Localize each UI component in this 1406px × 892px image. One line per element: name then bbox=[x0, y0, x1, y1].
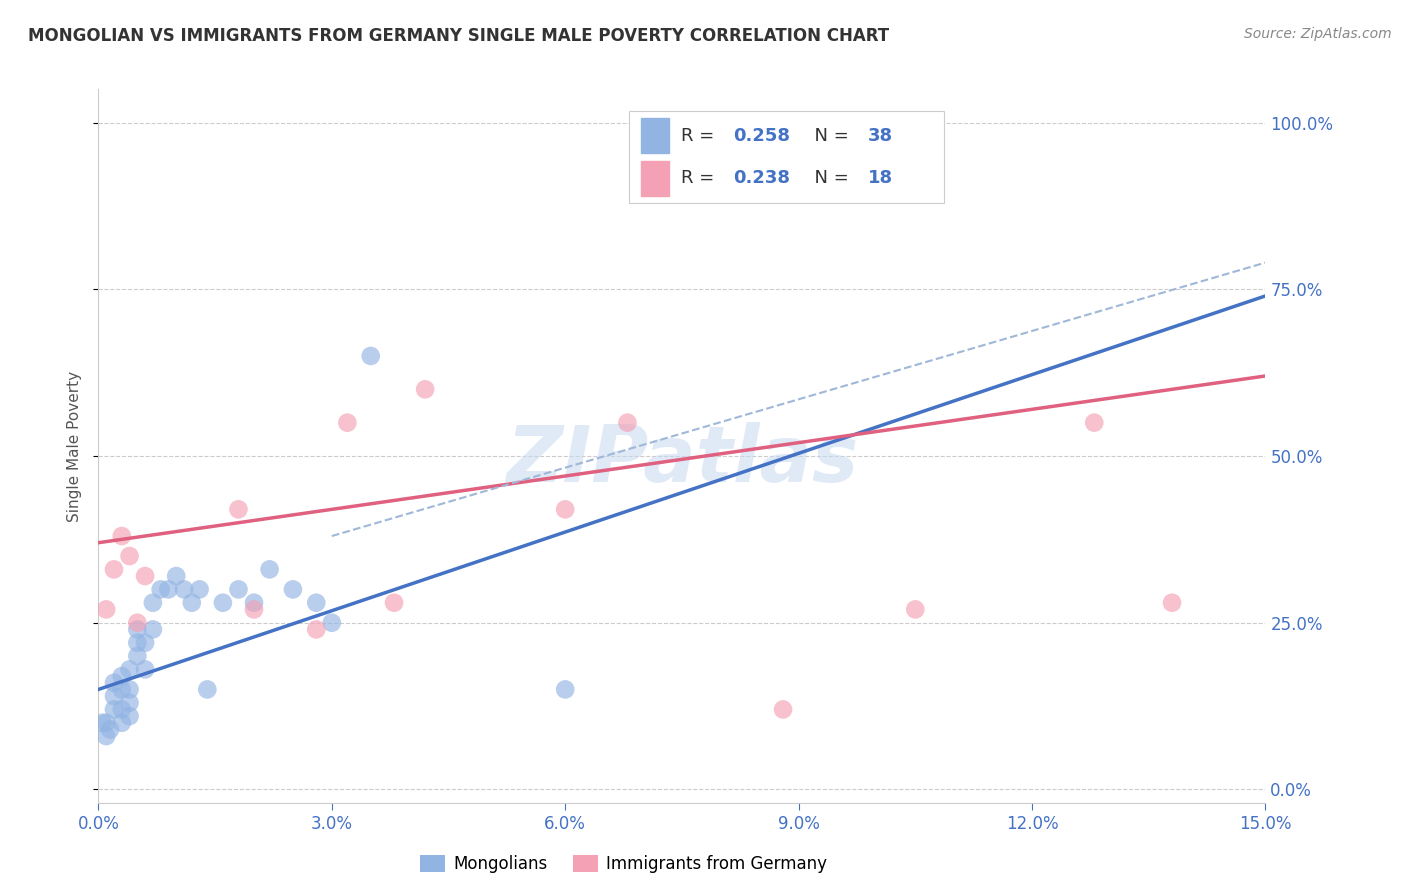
Point bbox=[195, 682, 218, 697]
Point bbox=[118, 696, 141, 710]
Point bbox=[228, 502, 250, 516]
Point bbox=[111, 702, 134, 716]
Point bbox=[134, 662, 156, 676]
Point bbox=[173, 582, 195, 597]
Text: 0.238: 0.238 bbox=[734, 169, 790, 187]
Text: R =: R = bbox=[681, 169, 720, 187]
Point bbox=[111, 669, 134, 683]
Text: N =: N = bbox=[803, 169, 855, 187]
Y-axis label: Single Male Poverty: Single Male Poverty bbox=[67, 370, 83, 522]
Point bbox=[228, 582, 250, 597]
Point bbox=[149, 582, 172, 597]
Point bbox=[360, 349, 382, 363]
Point bbox=[243, 596, 266, 610]
Point bbox=[111, 715, 134, 730]
Point bbox=[127, 649, 149, 664]
Point bbox=[305, 623, 328, 637]
Point bbox=[118, 682, 141, 697]
Point bbox=[336, 416, 359, 430]
Point bbox=[96, 602, 118, 616]
Text: R =: R = bbox=[681, 127, 720, 145]
Point bbox=[382, 596, 405, 610]
Point bbox=[91, 715, 114, 730]
Point bbox=[554, 682, 576, 697]
Point bbox=[321, 615, 343, 630]
Text: ZIPatlas: ZIPatlas bbox=[506, 422, 858, 499]
Point bbox=[1083, 416, 1105, 430]
Text: Source: ZipAtlas.com: Source: ZipAtlas.com bbox=[1244, 27, 1392, 41]
Text: 38: 38 bbox=[868, 127, 893, 145]
Point bbox=[772, 702, 794, 716]
Point bbox=[103, 675, 125, 690]
Point bbox=[157, 582, 180, 597]
FancyBboxPatch shape bbox=[630, 111, 945, 203]
Point bbox=[616, 416, 638, 430]
Point bbox=[111, 682, 134, 697]
Point bbox=[96, 729, 118, 743]
Point bbox=[103, 562, 125, 576]
Point bbox=[554, 502, 576, 516]
Point bbox=[165, 569, 187, 583]
Point bbox=[103, 689, 125, 703]
Point bbox=[96, 715, 118, 730]
Point bbox=[103, 702, 125, 716]
Point bbox=[134, 569, 156, 583]
Point bbox=[142, 623, 165, 637]
Point bbox=[180, 596, 202, 610]
Text: 18: 18 bbox=[868, 169, 893, 187]
Point bbox=[118, 709, 141, 723]
Bar bbox=[641, 118, 669, 153]
Point bbox=[305, 596, 328, 610]
Point bbox=[259, 562, 281, 576]
Point bbox=[127, 623, 149, 637]
Point bbox=[127, 615, 149, 630]
Point bbox=[1161, 596, 1184, 610]
Point bbox=[98, 723, 121, 737]
Text: N =: N = bbox=[803, 127, 855, 145]
Text: MONGOLIAN VS IMMIGRANTS FROM GERMANY SINGLE MALE POVERTY CORRELATION CHART: MONGOLIAN VS IMMIGRANTS FROM GERMANY SIN… bbox=[28, 27, 889, 45]
Point bbox=[281, 582, 304, 597]
Text: 0.258: 0.258 bbox=[734, 127, 790, 145]
Point bbox=[118, 662, 141, 676]
Point bbox=[134, 636, 156, 650]
Point bbox=[142, 596, 165, 610]
Legend: Mongolians, Immigrants from Germany: Mongolians, Immigrants from Germany bbox=[413, 848, 834, 880]
Point bbox=[243, 602, 266, 616]
Point bbox=[188, 582, 211, 597]
Bar bbox=[641, 161, 669, 196]
Point bbox=[118, 549, 141, 563]
Point bbox=[413, 382, 436, 396]
Point bbox=[212, 596, 235, 610]
Point bbox=[904, 602, 927, 616]
Point bbox=[127, 636, 149, 650]
Point bbox=[111, 529, 134, 543]
